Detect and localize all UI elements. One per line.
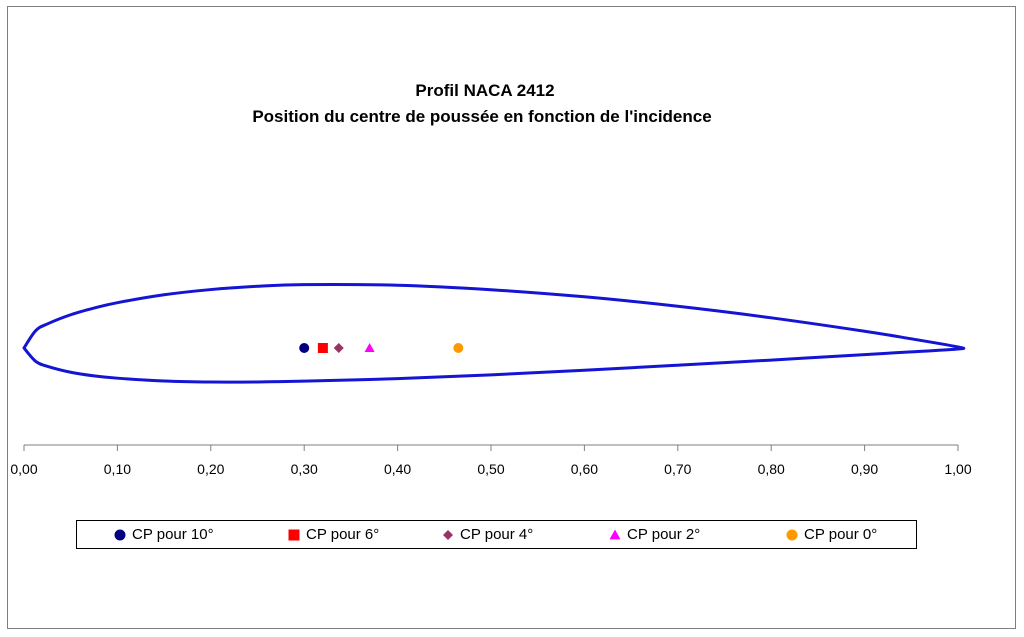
legend-label: CP pour 6° <box>306 526 380 543</box>
chart-title-line-2: Position du centre de poussée en fonctio… <box>252 107 711 126</box>
legend-label: CP pour 10° <box>132 526 214 543</box>
legend-label: CP pour 4° <box>460 526 534 543</box>
profile-layer <box>22 282 966 384</box>
x-tick-label: 0,80 <box>758 461 785 477</box>
x-tick-label: 0,60 <box>571 461 598 477</box>
x-tick-label: 0,40 <box>384 461 411 477</box>
cp-point-4 <box>453 343 464 353</box>
x-tick-label: 0,50 <box>477 461 504 477</box>
cp-point-0 <box>299 343 310 353</box>
legend-marker <box>114 529 126 540</box>
legend-item-4: CP pour 0° <box>785 521 877 548</box>
legend-marker <box>609 529 621 539</box>
legend-marker-shape <box>786 529 798 540</box>
cp-point-1 <box>317 343 328 353</box>
x-tick-label: 0,90 <box>851 461 878 477</box>
legend-marker-shape <box>114 529 126 540</box>
legend-item-1: CP pour 6° <box>287 521 379 548</box>
legend-marker-shape <box>443 529 453 540</box>
legend-marker-shape <box>288 529 300 540</box>
legend: CP pour 10° CP pour 6° CP pour 4° CP pour 2… <box>76 520 917 549</box>
legend-marker <box>288 529 300 540</box>
x-tick-label: 0,10 <box>104 461 131 477</box>
cp-point-2 <box>333 343 344 353</box>
legend-item-0: CP pour 10° <box>113 521 214 548</box>
legend-item-2: CP pour 4° <box>441 521 533 548</box>
x-ticks: 0,00 0,10 0,20 0,30 0,40 0,50 0,60 0,70 0,80 0,90… <box>10 445 972 477</box>
airfoil-profile-line <box>22 282 966 384</box>
legend-marker <box>786 529 798 540</box>
chart-title-line-1: Profil NACA 2412 <box>415 81 554 100</box>
legend-label: CP pour 0° <box>804 526 878 543</box>
legend-label: CP pour 2° <box>627 526 701 543</box>
legend-marker <box>443 529 453 540</box>
x-tick-label: 0,00 <box>10 461 37 477</box>
points-layer <box>299 343 464 353</box>
x-tick-label: 0,20 <box>197 461 224 477</box>
legend-item-3: CP pour 2° <box>608 521 700 548</box>
x-tick-label: 0,30 <box>291 461 318 477</box>
x-tick-label: 0,70 <box>664 461 691 477</box>
cp-point-3 <box>364 343 375 352</box>
legend-marker-shape <box>609 529 621 539</box>
x-tick-label: 1,00 <box>944 461 971 477</box>
